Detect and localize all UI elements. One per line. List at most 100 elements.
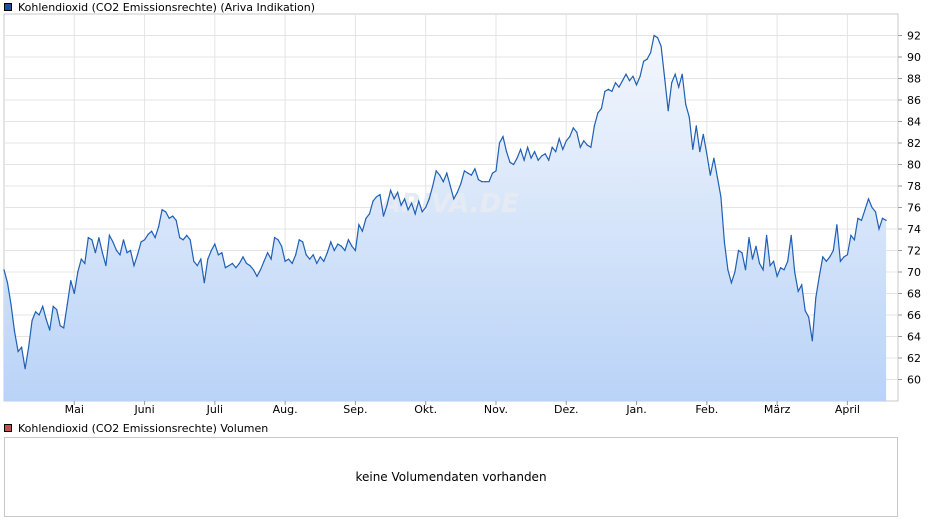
data-point <box>31 319 33 321</box>
data-point <box>720 196 722 198</box>
data-point <box>839 260 842 262</box>
data-point <box>291 262 293 264</box>
data-point <box>607 88 610 90</box>
data-point <box>252 269 255 271</box>
data-point <box>671 82 673 84</box>
data-point <box>196 265 198 267</box>
data-point <box>112 241 114 243</box>
data-point <box>379 194 381 196</box>
data-point <box>470 174 472 176</box>
x-tick-label: Juli <box>206 403 223 416</box>
data-point <box>797 290 799 292</box>
data-point <box>87 237 89 239</box>
data-point <box>256 275 258 277</box>
data-point <box>811 340 813 342</box>
data-point <box>94 252 96 254</box>
data-point <box>625 73 627 75</box>
data-point <box>498 142 501 144</box>
data-point <box>766 234 768 236</box>
data-point <box>361 230 363 232</box>
data-point <box>857 217 859 219</box>
data-point <box>140 241 142 243</box>
data-point <box>52 305 54 307</box>
data-point <box>801 284 803 286</box>
data-point <box>242 256 244 258</box>
data-point <box>435 170 437 172</box>
y-tick-label: 64 <box>907 331 921 344</box>
y-axis-ticks: 60 62 64 66 68 70 72 74 76 78 80 82 84 86 88 90 92 <box>898 30 921 387</box>
data-point <box>101 252 103 254</box>
price-series-points <box>3 34 887 370</box>
data-point <box>38 314 40 316</box>
y-tick-label: 76 <box>907 202 921 215</box>
data-point <box>530 157 532 159</box>
x-tick-label: Nov. <box>484 403 508 416</box>
data-point <box>281 245 283 247</box>
data-point <box>586 144 588 146</box>
data-point <box>825 260 827 262</box>
data-point <box>744 269 747 271</box>
data-point <box>221 252 223 254</box>
data-point <box>224 267 226 269</box>
data-point <box>787 260 789 262</box>
data-point <box>734 271 736 273</box>
data-point <box>495 170 497 172</box>
data-point <box>681 73 683 75</box>
data-point <box>24 368 26 370</box>
data-point <box>10 303 12 305</box>
data-point <box>217 254 219 256</box>
data-point <box>386 204 388 206</box>
y-tick-label: 80 <box>907 159 921 172</box>
data-point <box>692 148 694 150</box>
data-point <box>17 350 19 353</box>
data-point <box>751 258 754 260</box>
y-tick-label: 66 <box>907 309 921 322</box>
data-point <box>804 310 806 312</box>
data-point <box>186 234 188 236</box>
data-point <box>467 172 469 174</box>
data-point <box>347 239 349 241</box>
data-point <box>182 239 184 241</box>
y-tick-label: 88 <box>907 73 921 86</box>
data-point <box>214 243 216 245</box>
data-point <box>6 282 9 284</box>
data-point <box>597 112 599 114</box>
data-point <box>850 234 852 236</box>
data-point <box>13 330 16 332</box>
data-point <box>333 249 335 252</box>
data-point <box>537 159 539 161</box>
y-tick-label: 70 <box>907 266 921 279</box>
data-point <box>73 292 75 295</box>
data-point <box>91 239 93 241</box>
data-point <box>600 108 603 110</box>
data-point <box>878 228 880 230</box>
x-tick-label: Mai <box>65 403 84 416</box>
data-point <box>400 204 402 206</box>
data-point <box>165 211 167 213</box>
data-point <box>28 346 30 348</box>
data-point <box>590 146 592 148</box>
data-point <box>832 249 834 252</box>
price-legend-swatch <box>4 3 12 11</box>
data-point <box>755 245 757 247</box>
data-point <box>558 138 560 140</box>
y-tick-label: 74 <box>907 223 921 236</box>
data-point <box>723 241 726 243</box>
data-point <box>105 265 107 267</box>
data-point <box>421 211 423 213</box>
data-point <box>126 252 128 254</box>
x-tick-label: Feb. <box>695 403 718 416</box>
data-point <box>284 260 286 262</box>
data-point <box>428 198 430 200</box>
data-point <box>439 174 441 176</box>
data-point <box>414 213 416 215</box>
data-point <box>228 265 230 267</box>
data-point <box>488 181 490 183</box>
price-legend-label: Kohlendioxid (CO2 Emissionsrechte) (Ariv… <box>18 0 316 14</box>
data-point <box>611 90 613 92</box>
data-point <box>583 140 585 142</box>
data-point <box>737 249 740 252</box>
data-point <box>632 75 634 77</box>
data-point <box>843 256 845 258</box>
data-point <box>411 202 413 204</box>
